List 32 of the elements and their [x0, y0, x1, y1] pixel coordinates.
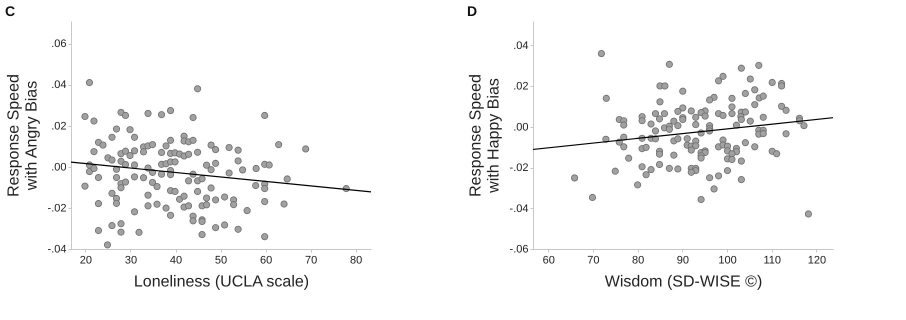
x-tick-label: 120	[808, 254, 826, 266]
y-tick-label: -.06	[510, 244, 528, 256]
x-tick-label: 90	[676, 254, 689, 266]
x-tick-label: 20	[80, 254, 92, 266]
x-tick-label: 60	[542, 254, 555, 266]
chart-title: D	[467, 3, 478, 19]
y-tick-label: .00	[513, 121, 528, 134]
x-tick-label: 40	[170, 254, 182, 266]
y-tick-label: .04	[513, 40, 528, 52]
x-tick-label: 30	[124, 254, 138, 266]
x-axis-title: Loneliness (UCLA scale)	[134, 274, 310, 290]
y-tick-label: .00	[51, 161, 66, 174]
x-tick-label: 60	[260, 254, 272, 266]
x-tick-label: 70	[587, 254, 600, 266]
x-tick-label: 80	[350, 254, 362, 266]
x-tick-label: 100	[718, 254, 737, 266]
x-tick-label: 110	[763, 254, 782, 266]
y-tick-label: .06	[51, 38, 66, 50]
x-tick-label: 50	[214, 254, 228, 266]
x-tick-label: 70	[305, 254, 318, 266]
y-tick-label: -.02	[510, 162, 528, 174]
chart-title: C	[5, 3, 16, 19]
y-axis-title: Response Speed with Happy Bias	[468, 74, 503, 197]
y-tick-label: .02	[51, 120, 66, 132]
x-axis-title: Wisdom (SD-WISE ©)	[604, 274, 762, 290]
x-tick-label: 80	[632, 254, 644, 266]
y-tick-label: -.02	[48, 202, 66, 214]
y-tick-label: -.04	[48, 244, 66, 256]
y-tick-label: .02	[513, 80, 528, 93]
y-axis-title: Response Speed with Angry Bias	[6, 74, 41, 197]
y-tick-label: -.04	[510, 202, 528, 215]
y-tick-label: .04	[51, 79, 66, 92]
